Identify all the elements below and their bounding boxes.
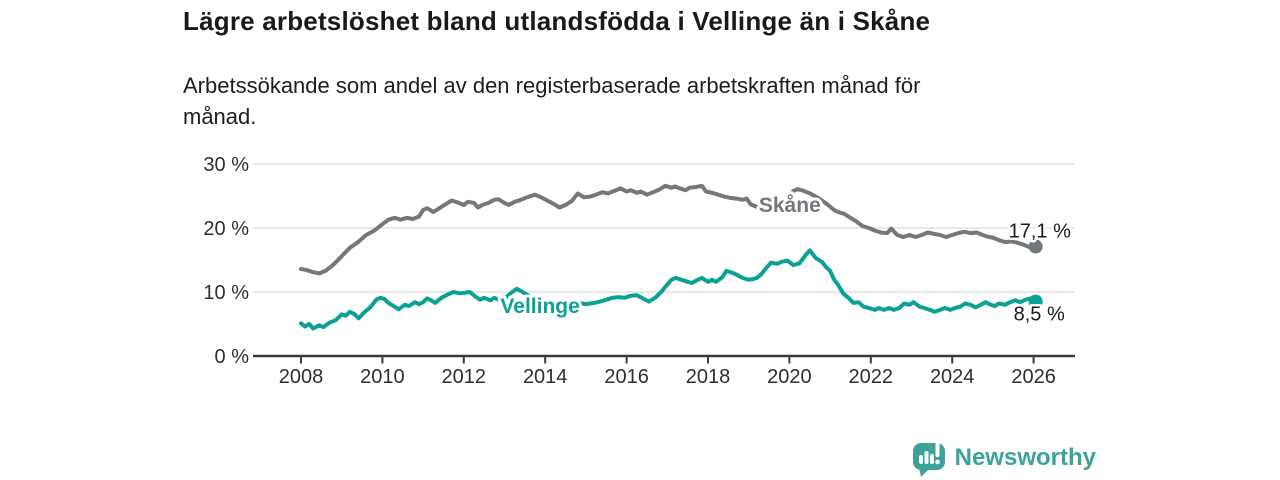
series-label-skne: Skåne [759,194,821,217]
end-dot-vellinge [1028,294,1043,309]
x-axis-tick-label: 2010 [360,366,405,388]
bar-chart-speech-bubble-icon [912,441,945,477]
series-label-vellinge: Vellinge [500,295,579,318]
chart-title: Lägre arbetslöshet bland utlandsfödda i … [183,6,931,36]
end-value-label-skne: 17,1 % [1009,221,1071,243]
series-line-skne [299,183,1038,276]
series-line-vellinge [299,248,1038,331]
y-axis-tick-label: 10 % [203,282,249,304]
x-axis-tick-label: 2016 [604,366,649,388]
newsworthy-logo-text: Newsworthy [954,444,1096,471]
y-axis-tick-label: 20 % [203,218,249,240]
x-axis-tick-label: 2026 [1011,366,1056,388]
end-dot-skne [1028,239,1043,254]
chart-subtitle: Arbetssökande som andel av den registerb… [183,73,921,130]
x-axis-tick-label: 2020 [767,366,812,388]
x-axis-tick-label: 2022 [849,366,894,388]
y-axis-tick-label: 30 % [203,154,249,176]
x-axis-tick-label: 2024 [930,366,975,388]
x-axis-tick-label: 2014 [523,366,568,388]
x-axis-tick-label: 2012 [442,366,487,388]
x-axis-tick-label: 2008 [279,366,324,388]
x-axis-tick-label: 2018 [686,366,731,388]
newsworthy-logo[interactable]: Newsworthy [910,439,1096,477]
end-value-label-vellinge: 8,5 % [1014,304,1065,326]
y-axis-tick-label: 0 % [215,346,250,368]
